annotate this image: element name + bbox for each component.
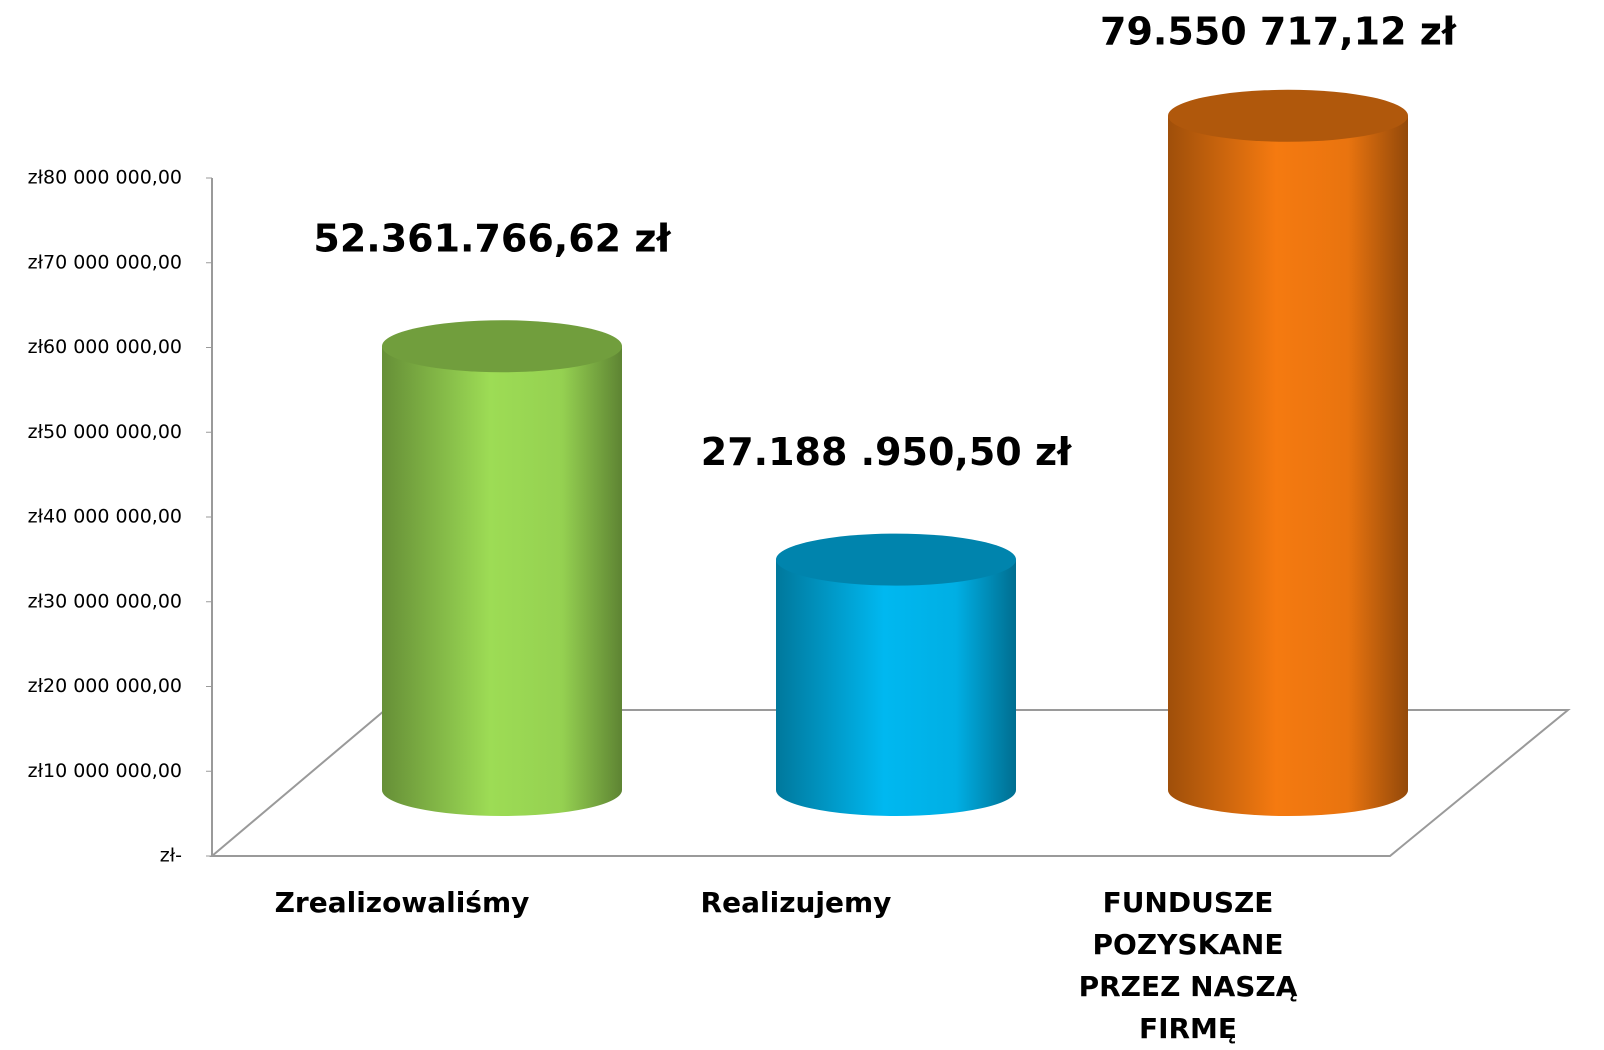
x-tick-label: Zrealizowaliśmy — [274, 886, 530, 919]
bar — [382, 346, 622, 816]
y-tick-label: zł20 000 000,00 — [28, 675, 182, 697]
value-label: 27.188 .950,50 zł — [701, 430, 1072, 474]
y-tick-label: zł40 000 000,00 — [28, 506, 182, 528]
value-label: 79.550 717,12 zł — [1100, 10, 1457, 54]
bar-top — [776, 533, 1016, 586]
bar-top — [382, 320, 622, 373]
y-tick-label: zł80 000 000,00 — [28, 167, 182, 189]
bar — [776, 559, 1016, 816]
x-tick-label: FUNDUSZE POZYSKANE PRZEZ NASZĄ FIRMĘ — [1078, 886, 1298, 1045]
value-label: 52.361.766,62 zł — [313, 217, 671, 261]
bar — [1168, 115, 1408, 816]
x-tick-label: Realizujemy — [700, 886, 892, 919]
y-tick-label: zł10 000 000,00 — [28, 760, 182, 782]
y-tick-label: zł30 000 000,00 — [28, 590, 182, 612]
floor — [209, 709, 1571, 857]
bar-top — [1168, 89, 1408, 142]
y-tick-label: zł- — [160, 845, 182, 867]
y-tick-label: zł60 000 000,00 — [28, 336, 182, 358]
y-tick-label: zł70 000 000,00 — [28, 251, 182, 273]
y-tick-label: zł50 000 000,00 — [28, 421, 182, 443]
